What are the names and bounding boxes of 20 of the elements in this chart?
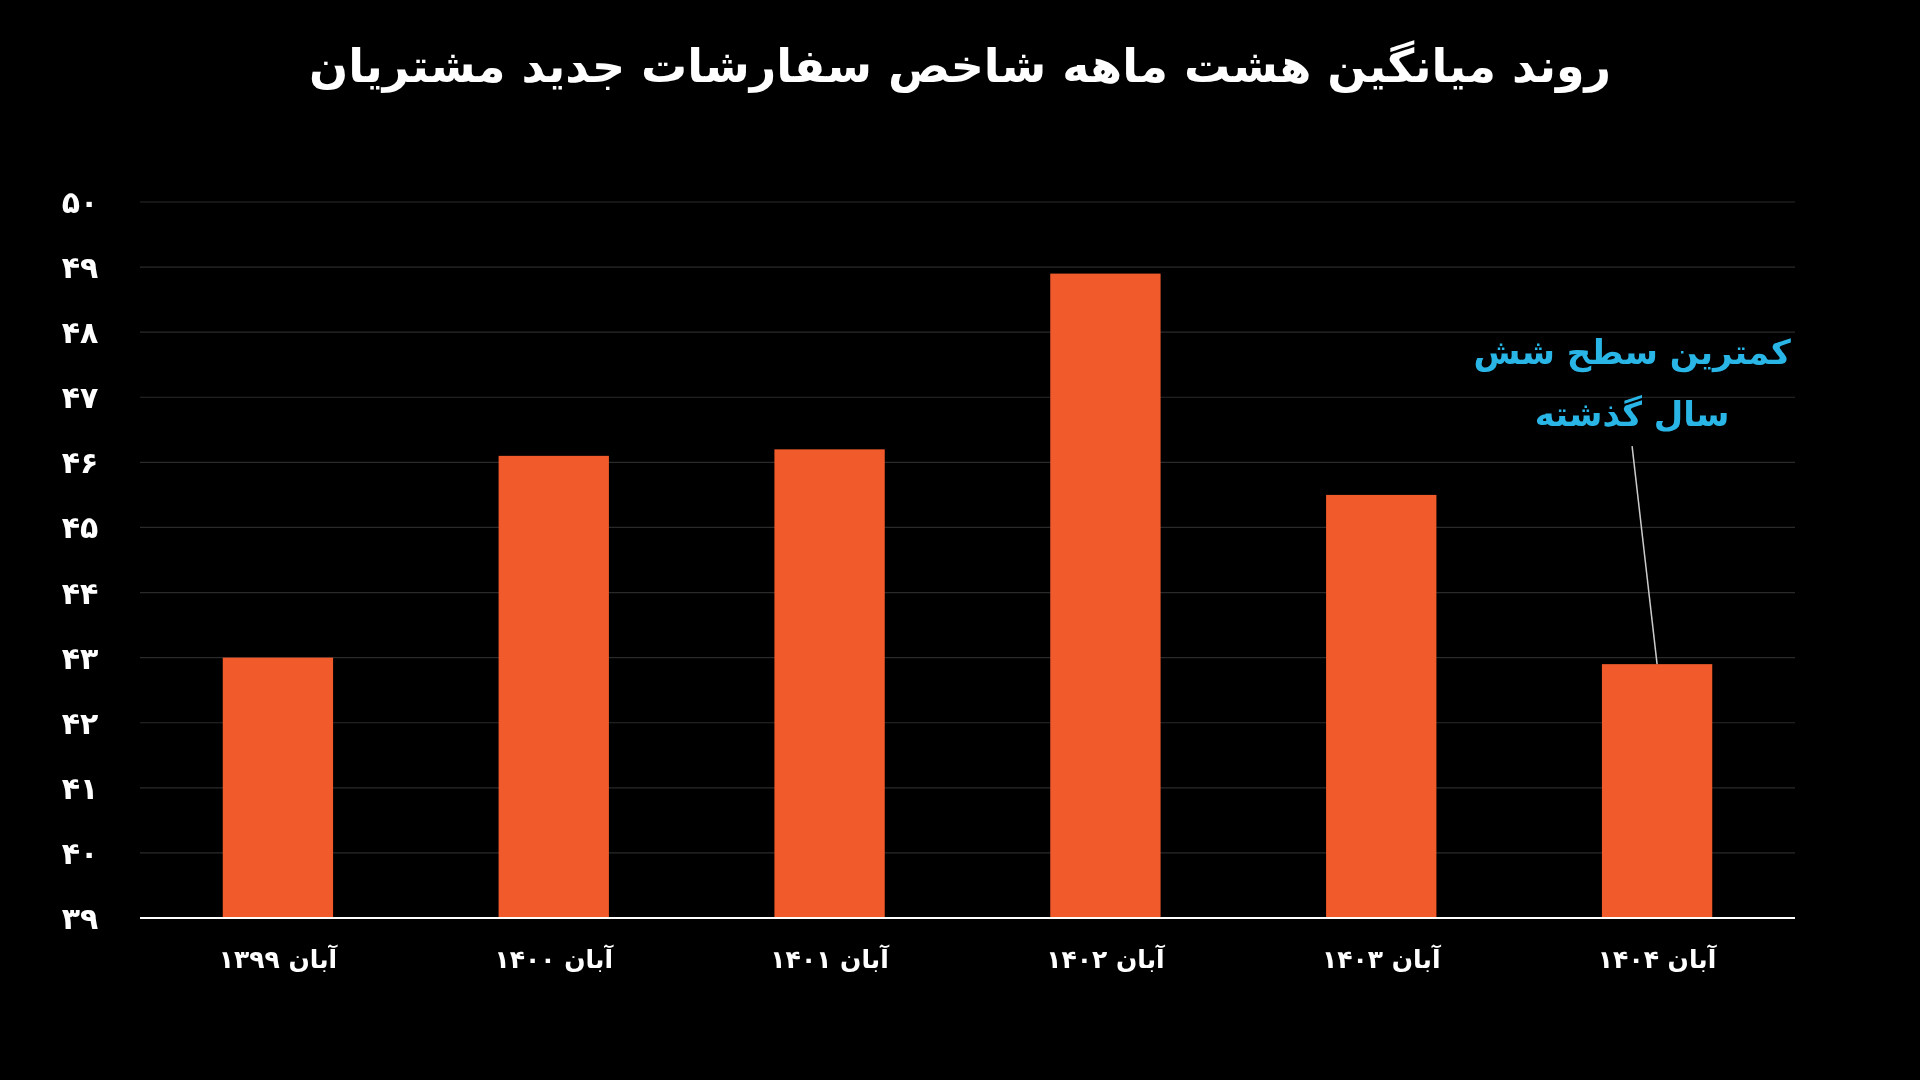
ytick: ۴۶ (61, 445, 99, 481)
xtick: آبان ۱۴۰۱ (770, 945, 889, 974)
ytick: ۴۱ (61, 770, 99, 806)
ytick: ۴۴ (61, 575, 99, 611)
ytick: ۴۹ (61, 250, 99, 286)
ytick: ۴۲ (61, 705, 99, 741)
xtick: آبان ۱۴۰۰ (494, 945, 613, 974)
xtick: آبان ۱۴۰۲ (1046, 945, 1165, 974)
ytick: ۴۵ (61, 510, 99, 546)
title: روند میانگین هشت ماهه شاخص سفارشات جدید مشتریان (309, 39, 1611, 93)
ytick: ۳۹ (61, 901, 99, 936)
ytick: ۵۰ (61, 185, 99, 220)
annotation: کمترین سطح شش سال گذشته (1473, 332, 1791, 435)
ytick: ۴۰ (61, 835, 99, 871)
xtick: آبان ۱۴۰۳ (1322, 945, 1441, 974)
ytick: ۴۸ (61, 315, 99, 351)
ytick: ۴۳ (61, 640, 99, 676)
xtick: آبان ۱۴۰۴ (1597, 945, 1717, 974)
xtick: آبان ۱۳۹۹ (218, 945, 338, 974)
ytick: ۴۷ (61, 380, 99, 416)
